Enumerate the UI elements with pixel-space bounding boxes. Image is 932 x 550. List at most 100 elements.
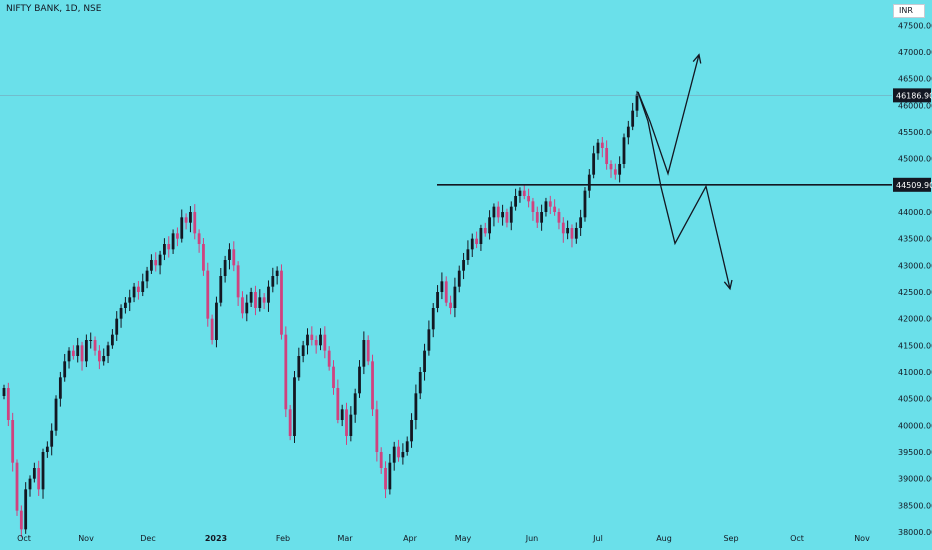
candle-body [358, 366, 361, 394]
candle-body [193, 212, 197, 234]
candle-body [6, 388, 10, 420]
candle-body [622, 137, 626, 164]
candle [228, 243, 231, 270]
last-price-tag-label: 46186.90 [896, 91, 932, 100]
candle [110, 329, 114, 349]
candle-body [284, 334, 288, 410]
candle [457, 265, 461, 293]
candle [80, 341, 84, 371]
candle-body [609, 164, 613, 170]
candle-body [2, 388, 6, 396]
candle [553, 199, 557, 216]
candle [106, 341, 110, 364]
y-tick-label: 41000.00 [898, 368, 932, 377]
candle-body [566, 228, 570, 234]
candle [71, 345, 75, 360]
x-tick-label: Oct [790, 534, 804, 543]
candle-body [496, 206, 500, 218]
candle-body [97, 350, 101, 362]
candle-body [522, 190, 526, 196]
candle [431, 303, 435, 338]
candle [392, 441, 396, 471]
candle-body [574, 228, 578, 239]
candle [271, 267, 275, 293]
candle-body [345, 409, 348, 436]
y-tick-label: 39500.00 [898, 448, 932, 457]
candle [180, 209, 184, 243]
candle [358, 360, 361, 398]
x-tick-label: Aug [656, 534, 672, 543]
x-tick-label: Jun [525, 534, 539, 543]
candle [24, 482, 28, 534]
candle [67, 347, 71, 369]
candle [306, 328, 309, 355]
candle [97, 345, 101, 370]
candle [345, 402, 348, 445]
candle [479, 224, 483, 251]
time-axis[interactable]: Oct Nov Dec 2023 Feb Mar Apr May Jun Jul Aug Sep Oct… [17, 534, 870, 543]
candle [219, 268, 223, 307]
candle [388, 453, 392, 495]
bull-arrowhead-icon [692, 53, 702, 64]
candle [583, 187, 587, 222]
candle [15, 459, 19, 516]
candle-body [583, 190, 587, 218]
currency-selector[interactable]: INR [893, 4, 925, 18]
y-tick-label: 45500.00 [898, 128, 932, 137]
candle [245, 294, 249, 322]
bull-path-arrow[interactable] [637, 54, 700, 176]
candle-body [466, 249, 470, 260]
price-axis[interactable]: 38000.00 38500.00 39000.00 39500.00 40000.00… [898, 21, 932, 537]
resistance-price-tag-label: 44509.90 [896, 181, 932, 190]
candle [418, 367, 422, 400]
candle-body [19, 510, 23, 530]
bear-path-arrow[interactable] [637, 91, 731, 289]
candle [2, 384, 6, 400]
candle [11, 412, 15, 472]
candle-body [232, 249, 236, 266]
candle [284, 326, 288, 418]
candle-body [570, 228, 574, 239]
candle [548, 195, 552, 215]
candle [371, 354, 374, 416]
candle-body [431, 308, 435, 330]
bear-arrowhead-icon [723, 279, 733, 291]
candle [58, 371, 62, 407]
candle [197, 229, 201, 253]
candle-body [275, 270, 279, 276]
candle [379, 447, 383, 474]
candle [566, 220, 570, 240]
candle [54, 395, 58, 436]
candle [310, 326, 314, 346]
candle-body [219, 276, 223, 303]
candle [557, 208, 561, 230]
candle-body [596, 142, 600, 154]
candle-body [553, 206, 557, 212]
candle-body [371, 361, 374, 410]
candle-body [509, 206, 513, 223]
candle [319, 328, 322, 351]
candle-body [353, 393, 357, 415]
candle [483, 222, 487, 237]
candle-body [128, 297, 132, 303]
candle-body [600, 142, 604, 148]
candle-body [106, 345, 110, 356]
candle [37, 460, 41, 496]
candle-body [102, 356, 106, 362]
candle-body [119, 308, 123, 319]
candle-body [301, 345, 305, 356]
candle [262, 293, 266, 310]
candle-body [167, 244, 171, 250]
candle [509, 201, 513, 231]
chart-title: NIFTY BANK, 1D, NSE [6, 4, 102, 14]
candle-body [180, 217, 184, 239]
candle-body [444, 281, 448, 303]
candle [189, 206, 192, 233]
candle-body [631, 110, 635, 127]
last-price-tag-bg [893, 88, 931, 103]
candle [501, 204, 504, 226]
x-tick-label: Dec [140, 534, 155, 543]
candle [145, 266, 149, 289]
candle-body [141, 281, 145, 292]
